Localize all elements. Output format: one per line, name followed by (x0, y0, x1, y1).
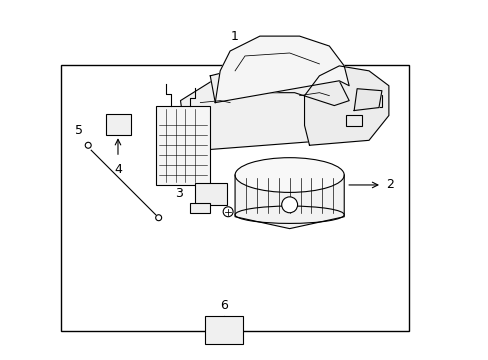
Circle shape (223, 207, 233, 217)
Polygon shape (353, 89, 381, 111)
Polygon shape (180, 66, 348, 150)
Circle shape (281, 197, 297, 213)
Polygon shape (304, 66, 388, 145)
Polygon shape (210, 66, 348, 105)
Ellipse shape (235, 158, 344, 192)
Text: 5: 5 (75, 124, 83, 137)
Bar (205, 316, 243, 344)
Bar (106, 113, 131, 135)
Polygon shape (235, 175, 344, 229)
Text: 6: 6 (220, 299, 227, 312)
Text: 4: 4 (114, 163, 122, 176)
Circle shape (155, 215, 162, 221)
Text: 3: 3 (174, 188, 182, 201)
Bar (61, 65, 408, 331)
Circle shape (85, 142, 91, 148)
Polygon shape (215, 36, 348, 103)
Bar (190, 203, 210, 213)
Bar (155, 105, 210, 185)
Bar (366, 95, 381, 107)
Text: 2: 2 (385, 179, 393, 192)
Text: 1: 1 (231, 30, 239, 43)
Bar (346, 114, 361, 126)
Bar (195, 183, 226, 205)
